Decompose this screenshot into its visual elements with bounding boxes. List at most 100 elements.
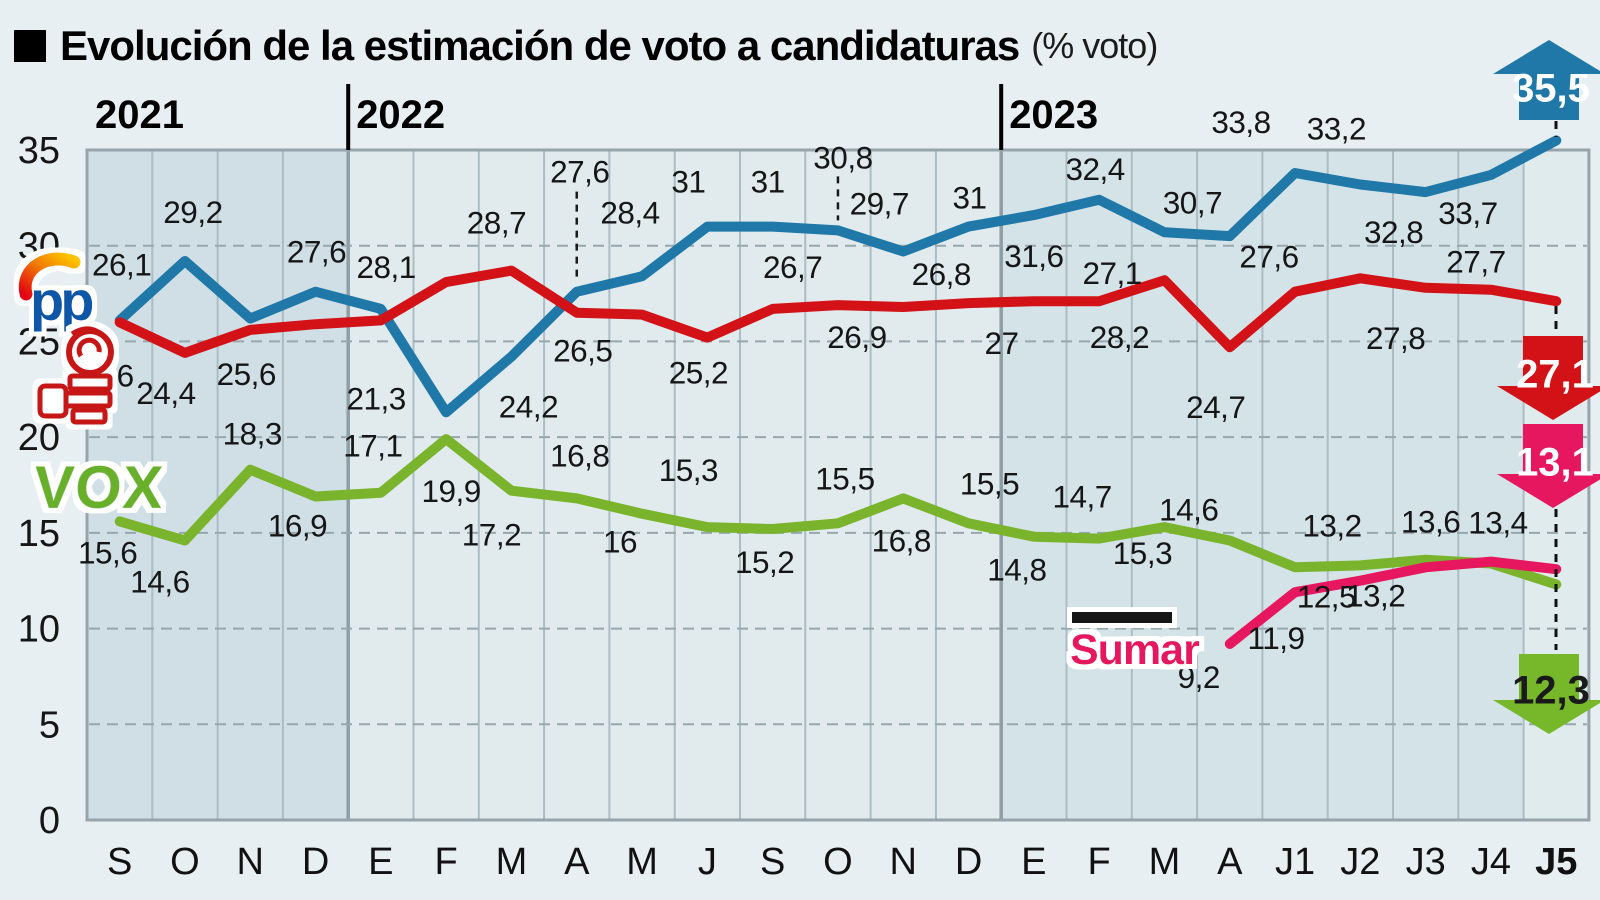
vox-value-label: 15,2 [735,544,794,580]
x-tick-M-8: M [626,841,658,883]
end-arrow-value: 27,1 [1516,352,1594,396]
pp-value-label: 24,2 [499,389,558,425]
x-tick-A-17: A [1217,841,1243,883]
x-tick-M-6: M [496,841,528,883]
y-tick-35: 35 [18,130,60,172]
psoe-value-label: 25,6 [217,356,276,392]
vox-value-label: 14,6 [130,564,189,600]
end-arrow-value: 35,5 [1512,67,1590,111]
psoe-value-label: 26,5 [553,333,612,369]
vox-value-label: 17,1 [343,428,402,464]
y-tick-15: 15 [18,513,60,555]
psoe-value-label: 27,8 [1366,320,1425,356]
x-tick-M-16: M [1149,841,1181,883]
x-tick-F-15: F [1088,841,1111,883]
pp-value-label: 32,8 [1364,214,1423,250]
pp-value-label: 30,8 [813,139,872,175]
end-arrow-up [1493,40,1600,120]
vox-line [114,434,1562,590]
vox-value-label: 19,9 [421,473,480,509]
svg-text:pp: pp [30,269,92,332]
y-tick-10: 10 [18,609,60,651]
psoe-line [114,265,1562,358]
pp-logo: pp [18,252,96,332]
pp-value-label: 31,6 [1004,238,1063,274]
pp-value-label: 33,2 [1307,110,1366,146]
pp-value-label: 33,7 [1438,195,1497,231]
x-tick-J3-20: J3 [1406,841,1446,883]
x-tick-S-0: S [107,841,132,883]
vox-value-label: 18,3 [223,416,282,452]
x-tick-J4-21: J4 [1471,841,1511,883]
vox-value-label: 16,9 [268,507,327,543]
end-arrow-value: 12,3 [1512,669,1590,713]
x-tick-E-14: E [1021,841,1046,883]
psoe-value-label: 27,7 [1446,244,1505,280]
sumar-value-label: 13,2 [1346,577,1405,613]
vox-value-label: 14,8 [987,552,1046,588]
x-tick-E-4: E [368,841,393,883]
pp-value-label: 33,8 [1211,104,1270,140]
vox-value-label: 16,8 [550,437,609,473]
psoe-value-label: 28,7 [467,205,526,241]
pp-value-label: 31 [751,164,785,200]
chart-title-unit: (% voto) [1031,25,1158,66]
psoe-value-label: 26,8 [912,256,971,292]
end-arrow-down [1497,336,1600,420]
y-tick-5: 5 [39,704,60,746]
pp-value-label: 27,6 [550,154,609,190]
svg-text:Sumar: Sumar [1070,626,1200,674]
sumar-value-label: 11,9 [1248,620,1305,656]
vox-value-label: 15,5 [815,460,874,496]
vox-value-label: 15,6 [78,534,137,570]
pp-swoosh-icon [18,252,81,301]
y-tick-20: 20 [18,417,60,459]
end-arrow-down [1497,424,1600,508]
title-bullet-square [14,30,46,62]
x-tick-N-12: N [890,841,917,883]
vox-value-label: 15,5 [960,465,1019,501]
psoe-value-label: 27,1 [1082,255,1141,291]
psoe-value-label: 28,1 [356,249,415,285]
pp-value-label: 26,1 [92,246,151,282]
y-tick-0: 0 [39,800,60,842]
x-tick-A-7: A [564,841,590,883]
pp-value-label: 32,4 [1065,151,1124,187]
vox-value-label: 15,3 [659,452,718,488]
x-tick-N-2: N [237,841,264,883]
year-headers: 2021 2022 2023 [95,84,1098,150]
x-tick-J-9: J [698,841,717,883]
psoe-value-label: 27,6 [1239,239,1298,275]
party-logos: pp VOX Sumar [18,252,1201,674]
vox-value-label: 13,2 [1302,507,1361,543]
psoe-value-label: 24,7 [1186,389,1245,425]
x-tick-D-3: D [302,841,329,883]
year-band-2023 [1001,150,1589,820]
psoe-value-label: 26,9 [827,319,886,355]
chart-title-row: Evolución de la estimación de voto a can… [14,22,1158,70]
pp-value-label: 31 [953,180,987,216]
pp-value-label: 31 [671,164,705,200]
y-tick-25: 25 [18,321,60,363]
x-tick-J5-22: J5 [1535,841,1577,883]
sumar-line [1224,556,1562,649]
data-point-labels: 26,1 29,2 27,6 21,3 24,2 27,6 28,4 31 31 30,8 29,7… [78,104,1528,695]
vox-value-label: 17,2 [462,517,521,553]
x-tick-D-13: D [955,841,982,883]
x-tick-F-5: F [435,841,458,883]
pp-value-label: 28,4 [600,194,659,230]
year-label-2023: 2023 [1009,93,1098,137]
gridlines [85,148,1591,822]
final-value-arrows: 35,5 27,1 13,1 12,3 [1493,40,1600,734]
pp-value-label: 30,7 [1163,184,1222,220]
vox-value-label: 16 [603,524,637,560]
vox-logo: VOX [32,454,165,521]
vox-value-label: 13,4 [1468,504,1527,540]
psoe-value-label: 24,4 [136,375,195,411]
pp-value-label: 21,3 [346,380,405,416]
sumar-value-label: 9,2 [1178,659,1220,695]
svg-text:VOX: VOX [32,454,165,521]
